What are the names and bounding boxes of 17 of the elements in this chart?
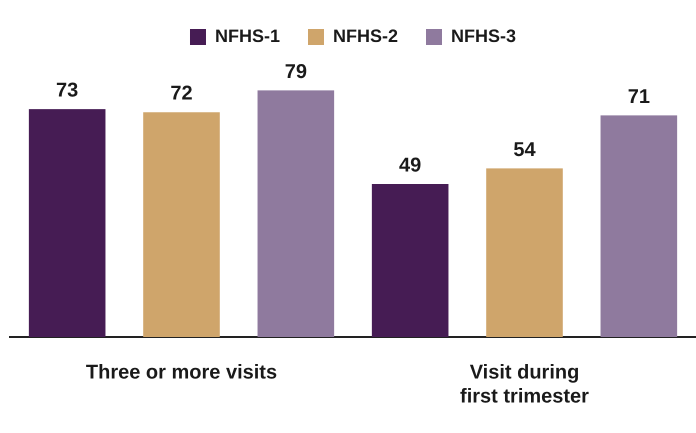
x-tick-label: Three or more visits bbox=[86, 362, 278, 384]
data-label: 72 bbox=[170, 82, 193, 105]
legend-label: NFHS-2 bbox=[333, 26, 398, 46]
data-label: 73 bbox=[56, 80, 78, 102]
x-tick-label: Visit during first trimester bbox=[460, 362, 590, 408]
bar bbox=[600, 115, 678, 337]
legend-label: NFHS-3 bbox=[451, 26, 516, 46]
legend-label: NFHS-1 bbox=[214, 26, 280, 46]
data-label: 49 bbox=[399, 154, 422, 177]
data-label: 54 bbox=[513, 138, 536, 161]
bar bbox=[486, 168, 563, 337]
bar bbox=[372, 184, 448, 337]
data-label: 79 bbox=[284, 60, 307, 83]
bar bbox=[258, 90, 334, 337]
bar bbox=[143, 112, 220, 337]
data-label: 71 bbox=[628, 86, 650, 108]
bar bbox=[28, 109, 106, 337]
